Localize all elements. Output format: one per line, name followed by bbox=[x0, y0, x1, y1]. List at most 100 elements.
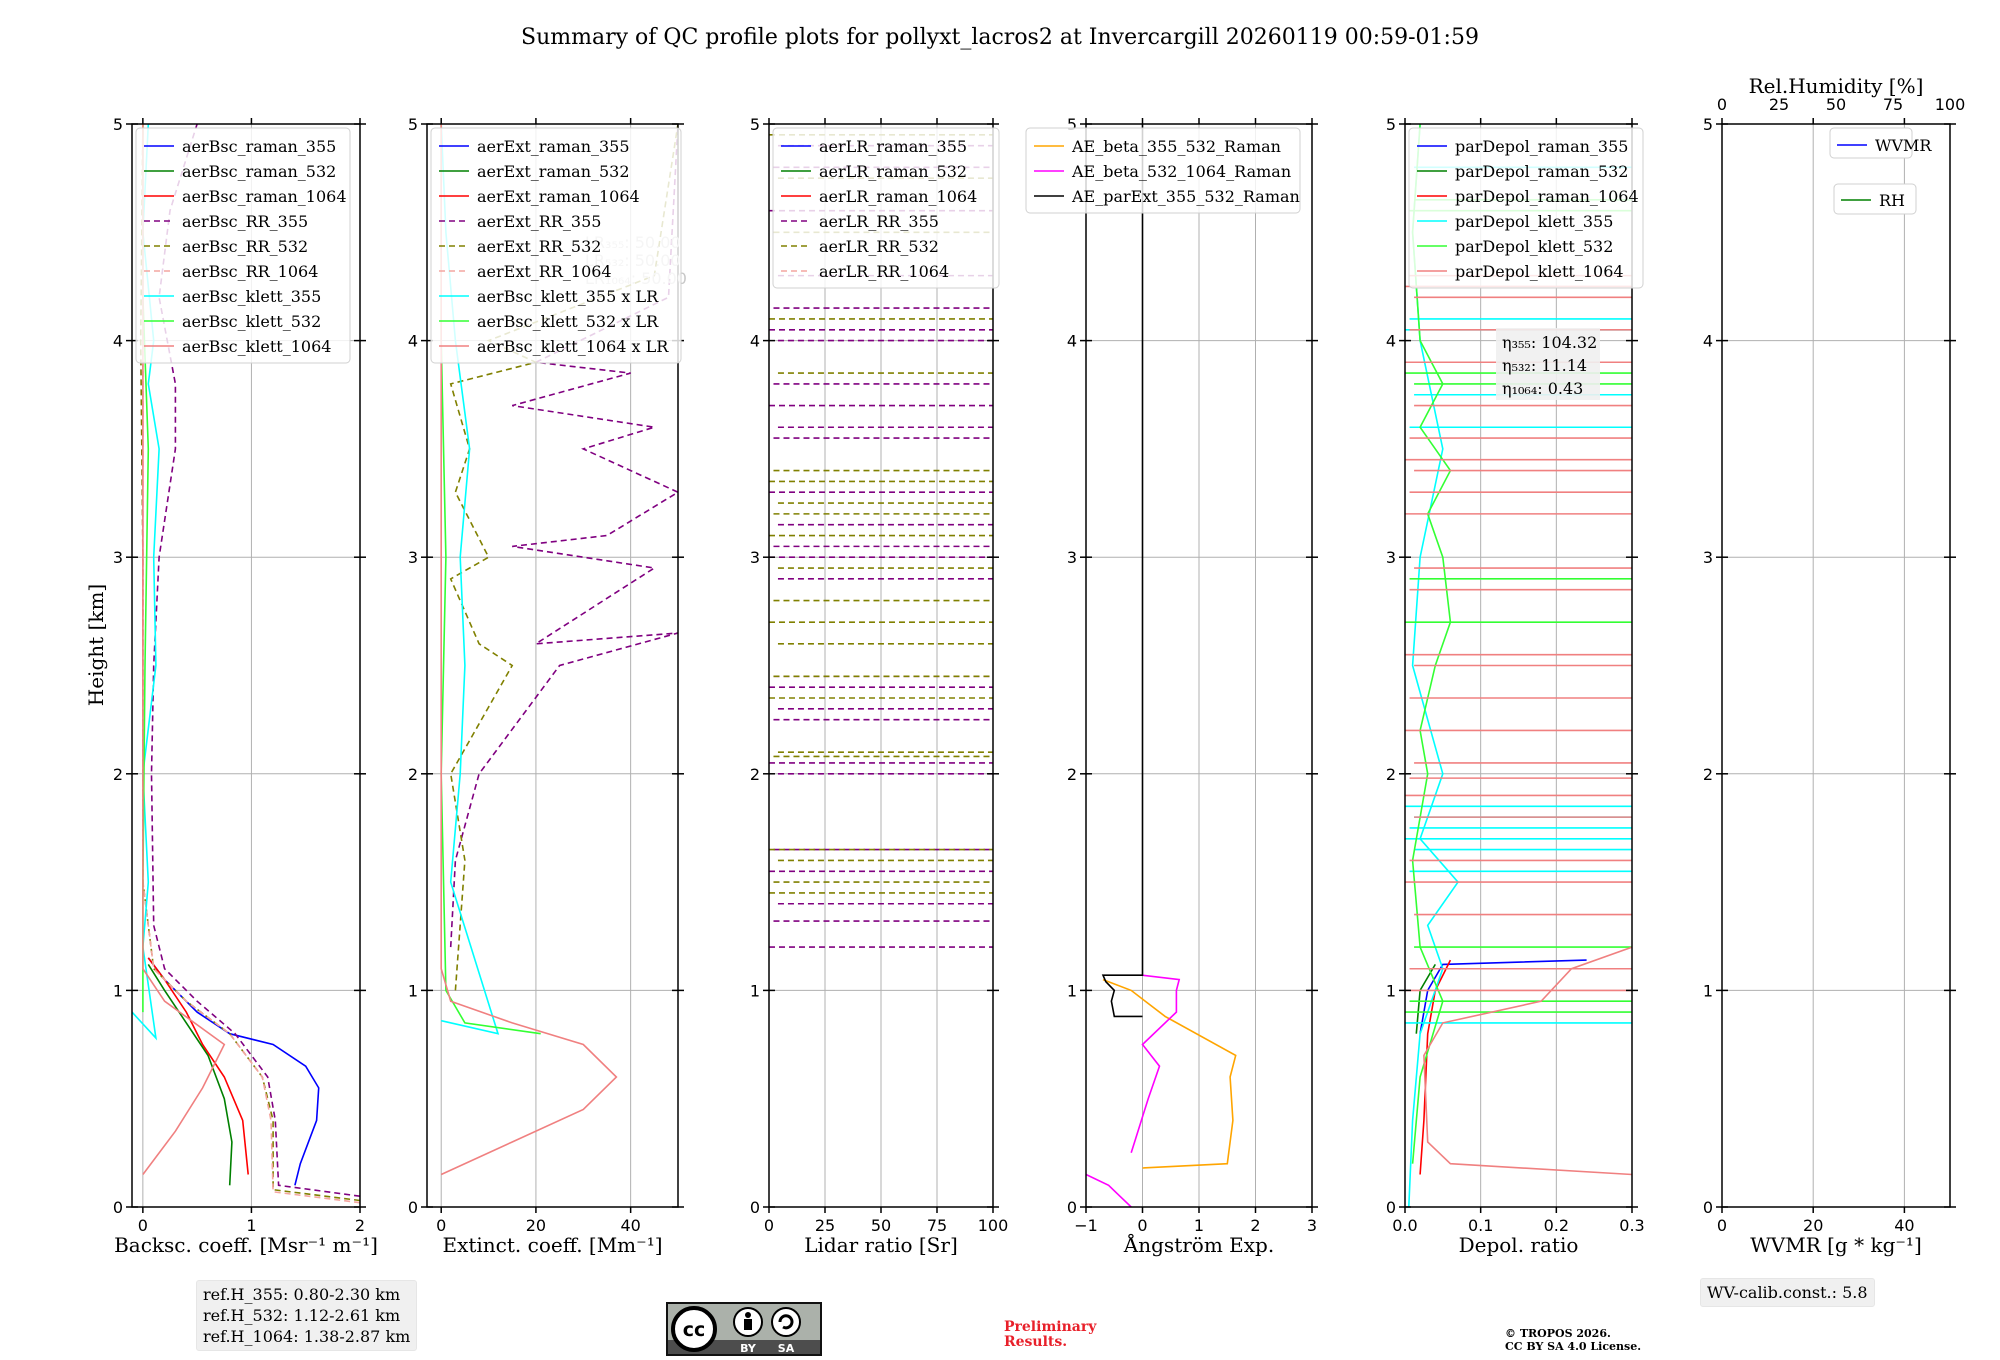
y-tick-label: 1 bbox=[1386, 981, 1396, 1000]
series-ae bbox=[1086, 124, 1237, 1207]
legend-label: aerExt_RR_532 bbox=[477, 237, 601, 256]
legend-label: aerBsc_klett_355 bbox=[182, 287, 321, 306]
cc-badge-graphic: cc BY SA bbox=[668, 1304, 820, 1355]
y-tick-label: 0 bbox=[1703, 1198, 1713, 1217]
y-tick-label: 2 bbox=[750, 765, 760, 784]
legend-label: parDepol_raman_532 bbox=[1455, 162, 1628, 181]
share-alike-icon bbox=[771, 1307, 801, 1337]
cc-sa-text: SA bbox=[778, 1342, 795, 1354]
series-line-aerBsc_klett_1064 x LR bbox=[440, 124, 618, 1176]
y-tick-label: 5 bbox=[1067, 115, 1077, 134]
legend-label: aerLR_RR_532 bbox=[819, 237, 939, 256]
x-tick-label: 0.1 bbox=[1468, 1216, 1493, 1235]
top-tick-label: 100 bbox=[1935, 95, 1966, 114]
y-tick-label: 2 bbox=[408, 765, 418, 784]
ref-height-box: ref.H_355: 0.80-2.30 km ref.H_532: 1.12-… bbox=[196, 1280, 418, 1351]
axes-frame-ext bbox=[426, 123, 679, 1208]
ticks-wv bbox=[1716, 118, 1956, 1213]
y-tick-label: 0 bbox=[1386, 1198, 1396, 1217]
y-tick-label: 4 bbox=[1386, 332, 1396, 351]
ticks-ae bbox=[1080, 118, 1318, 1213]
series-line-AE_beta_532_1064_Raman bbox=[1086, 1173, 1132, 1207]
cc-by-sa-badge: cc BY SA bbox=[666, 1302, 822, 1356]
preliminary-line-1: Preliminary bbox=[1004, 1319, 1097, 1335]
y-tick-label: 5 bbox=[750, 115, 760, 134]
x-tick-label: 75 bbox=[927, 1216, 947, 1235]
y-tick-label: 4 bbox=[1703, 332, 1713, 351]
grid-ae bbox=[1085, 123, 1313, 1208]
y-tick-label: 3 bbox=[750, 548, 760, 567]
eta-value: η₅₃₂: 11.14 bbox=[1502, 356, 1587, 375]
eta-value: η₃₅₅: 104.32 bbox=[1502, 333, 1597, 352]
top-tick-label: 0 bbox=[1717, 95, 1727, 114]
x-axis-label-ae: Ångström Exp. bbox=[1123, 1232, 1274, 1257]
legend-label: AE_parExt_355_532_Raman bbox=[1071, 187, 1300, 206]
copyright-note: © TROPOS 2026. CC BY SA 4.0 License. bbox=[1505, 1327, 1641, 1353]
copyright-line-1: © TROPOS 2026. bbox=[1505, 1327, 1611, 1340]
legend-label: aerBsc_klett_532 x LR bbox=[477, 312, 659, 331]
legend-label: aerExt_raman_355 bbox=[477, 137, 630, 156]
y-tick-label: 5 bbox=[1703, 115, 1713, 134]
legend-ae: AE_beta_355_532_Raman AE_beta_532_1064_Ra… bbox=[1025, 127, 1301, 214]
x-tick-label: 0.0 bbox=[1392, 1216, 1417, 1235]
x-tick-label: 0 bbox=[138, 1216, 148, 1235]
y-tick-label: 3 bbox=[1067, 548, 1077, 567]
legend-wv: WVMR RH bbox=[1829, 127, 1932, 215]
legend-label: parDepol_klett_355 bbox=[1455, 212, 1613, 231]
y-tick-label: 4 bbox=[750, 332, 760, 351]
x-tick-label: 0.3 bbox=[1619, 1216, 1644, 1235]
series-line-AE_parExt_355_532_Raman bbox=[1101, 124, 1144, 1018]
series-line-parDepol_klett_1064 bbox=[1423, 946, 1632, 1176]
legend-label: aerBsc_RR_532 bbox=[182, 237, 308, 256]
x-tick-label: 40 bbox=[620, 1216, 640, 1235]
y-tick-label: 0 bbox=[408, 1198, 418, 1217]
y-tick-label: 2 bbox=[1386, 765, 1396, 784]
legend-ext: aerExt_raman_355 aerExt_raman_532 aerExt_r… bbox=[430, 127, 682, 364]
legend-label: aerLR_raman_1064 bbox=[819, 187, 977, 206]
legend-box bbox=[772, 127, 1000, 289]
legend-bsc: aerBsc_raman_355 aerBsc_raman_532 aerBsc_r… bbox=[135, 127, 351, 364]
series-line-AE_beta_532_1064_Raman-b bbox=[1130, 974, 1181, 1154]
legend-label: aerLR_RR_355 bbox=[819, 212, 939, 231]
ticks-depol bbox=[1399, 118, 1638, 1213]
legend-label: parDepol_raman_355 bbox=[1455, 137, 1628, 156]
top-axis-label: Rel.Humidity [%] bbox=[1749, 74, 1924, 98]
figure-title: Summary of QC profile plots for pollyxt_… bbox=[521, 25, 1479, 50]
x-tick-label: 100 bbox=[978, 1216, 1009, 1235]
ticks-bsc bbox=[126, 118, 366, 1213]
series-line-aerBsc_raman_355 bbox=[147, 957, 320, 1186]
y-tick-label: 4 bbox=[1067, 332, 1077, 351]
legend-label: aerBsc_raman_532 bbox=[182, 162, 336, 181]
top-tick-label: 75 bbox=[1883, 95, 1903, 114]
legend-label: parDepol_raman_1064 bbox=[1455, 187, 1639, 206]
legend-label: RH bbox=[1879, 191, 1905, 210]
x-tick-label: 1 bbox=[246, 1216, 256, 1235]
x-axis-label-lr: Lidar ratio [Sr] bbox=[804, 1233, 958, 1257]
y-axis-label: Height [km] bbox=[84, 584, 108, 706]
series-line-parDepol_raman_1064 bbox=[1419, 959, 1452, 1175]
wv-calib-box: WV-calib.const.: 5.8 bbox=[1700, 1278, 1875, 1307]
x-tick-label: 2 bbox=[355, 1216, 365, 1235]
y-tick-label: 0 bbox=[113, 1198, 123, 1217]
x-tick-label: 1 bbox=[1194, 1216, 1204, 1235]
copyright-line-2: CC BY SA 4.0 License. bbox=[1505, 1340, 1642, 1353]
ticks-lr bbox=[763, 118, 999, 1213]
x-axis-label-wv: WVMR [g * kg⁻¹] bbox=[1750, 1233, 1922, 1257]
y-tick-label: 3 bbox=[408, 548, 418, 567]
x-tick-label: 20 bbox=[1803, 1216, 1823, 1235]
legend-box bbox=[1408, 127, 1644, 289]
y-tick-label: 5 bbox=[1386, 115, 1396, 134]
eta-box bbox=[1496, 328, 1600, 400]
legend-label: aerExt_raman_532 bbox=[477, 162, 630, 181]
ref-h-1064: ref.H_1064: 1.38-2.87 km bbox=[203, 1327, 411, 1346]
legend-label: aerBsc_klett_355 x LR bbox=[477, 287, 659, 306]
series-line-aerBsc_RR_1064 bbox=[142, 124, 360, 1204]
y-tick-label: 0 bbox=[750, 1198, 760, 1217]
legend-box bbox=[135, 127, 351, 364]
x-tick-label: 2 bbox=[1250, 1216, 1260, 1235]
legend-label: aerBsc_RR_355 bbox=[182, 212, 308, 231]
